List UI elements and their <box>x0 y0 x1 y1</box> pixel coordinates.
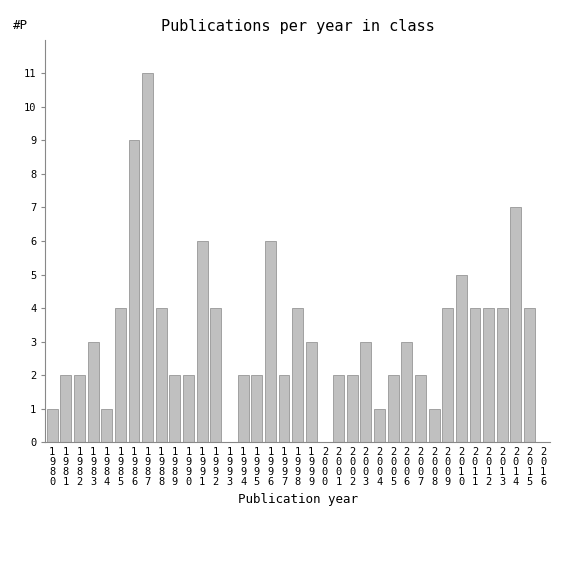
Bar <box>101 409 112 442</box>
Bar <box>456 274 467 442</box>
Bar <box>60 375 71 442</box>
Title: Publications per year in class: Publications per year in class <box>161 19 434 35</box>
Bar <box>415 375 426 442</box>
X-axis label: Publication year: Publication year <box>238 493 358 506</box>
Bar <box>469 308 480 442</box>
Bar <box>388 375 399 442</box>
Bar <box>156 308 167 442</box>
Bar <box>347 375 358 442</box>
Bar <box>251 375 262 442</box>
Bar <box>197 241 208 442</box>
Bar <box>88 341 99 442</box>
Bar <box>46 409 58 442</box>
Bar <box>170 375 180 442</box>
Text: #P: #P <box>12 19 28 32</box>
Bar <box>74 375 85 442</box>
Bar <box>497 308 507 442</box>
Bar <box>524 308 535 442</box>
Bar <box>361 341 371 442</box>
Bar <box>238 375 248 442</box>
Bar <box>183 375 194 442</box>
Bar <box>115 308 126 442</box>
Bar <box>129 141 139 442</box>
Bar <box>510 208 521 442</box>
Bar <box>278 375 290 442</box>
Bar <box>292 308 303 442</box>
Bar <box>306 341 317 442</box>
Bar <box>442 308 453 442</box>
Bar <box>265 241 276 442</box>
Bar <box>142 73 153 442</box>
Bar <box>210 308 221 442</box>
Bar <box>333 375 344 442</box>
Bar <box>483 308 494 442</box>
Bar <box>374 409 385 442</box>
Bar <box>429 409 439 442</box>
Bar <box>401 341 412 442</box>
